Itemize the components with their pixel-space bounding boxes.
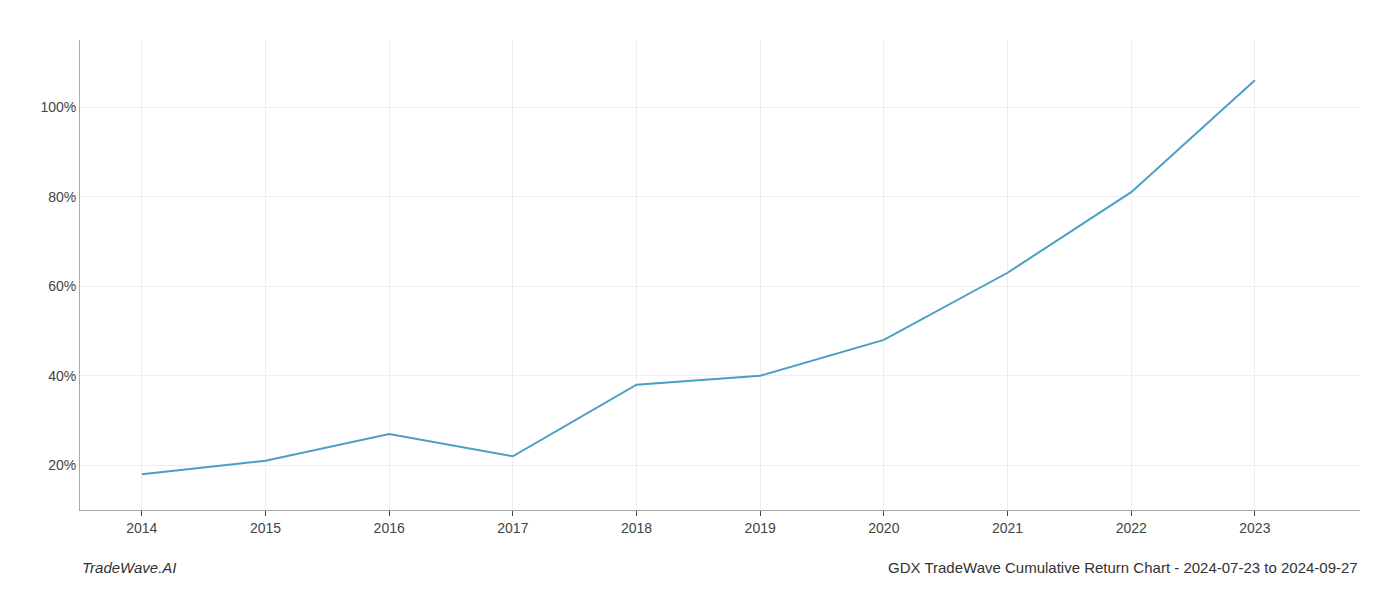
svg-text:2015: 2015 xyxy=(250,520,281,536)
svg-text:TradeWave.AI: TradeWave.AI xyxy=(82,559,176,576)
svg-text:60%: 60% xyxy=(48,278,76,294)
svg-text:GDX TradeWave Cumulative Retur: GDX TradeWave Cumulative Return Chart - … xyxy=(888,559,1358,576)
svg-text:2023: 2023 xyxy=(1239,520,1270,536)
svg-text:2014: 2014 xyxy=(126,520,157,536)
svg-text:80%: 80% xyxy=(48,189,76,205)
svg-text:2020: 2020 xyxy=(868,520,899,536)
svg-text:20%: 20% xyxy=(48,457,76,473)
svg-text:40%: 40% xyxy=(48,368,76,384)
svg-text:2021: 2021 xyxy=(992,520,1023,536)
svg-text:2018: 2018 xyxy=(621,520,652,536)
svg-text:100%: 100% xyxy=(40,99,76,115)
svg-text:2017: 2017 xyxy=(497,520,528,536)
svg-text:2019: 2019 xyxy=(745,520,776,536)
svg-text:2016: 2016 xyxy=(374,520,405,536)
svg-text:2022: 2022 xyxy=(1116,520,1147,536)
